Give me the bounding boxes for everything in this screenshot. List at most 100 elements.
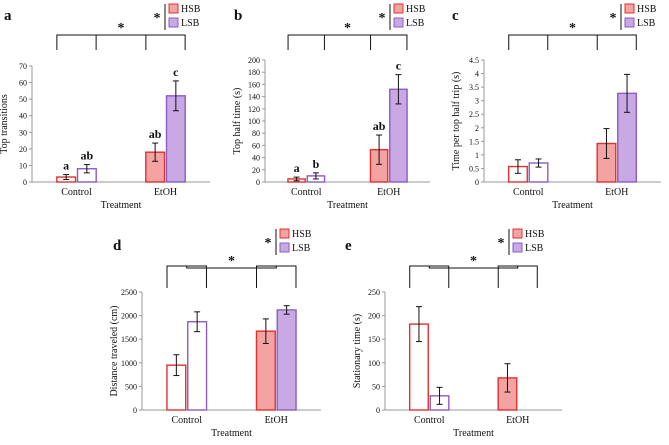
y-tick-label: 70 xyxy=(19,62,27,71)
category-label: Control xyxy=(291,187,322,198)
y-tick-label: 3 xyxy=(475,97,479,106)
y-tick-label: 2500 xyxy=(121,288,137,297)
legend-swatch-lsb xyxy=(624,17,635,28)
y-tick-label: 1500 xyxy=(121,335,137,344)
y-tick-label: 40 xyxy=(19,112,27,121)
y-tick-label: 4.5 xyxy=(469,56,479,65)
legend-swatch-lsb xyxy=(512,242,523,253)
y-tick-label: 500 xyxy=(125,382,137,391)
y-tick-label: 200 xyxy=(248,56,260,65)
category-label: Control xyxy=(414,415,445,426)
y-tick-label: 1.5 xyxy=(469,137,479,146)
y-tick-label: 2000 xyxy=(121,312,137,321)
x-axis-label: Treatment xyxy=(327,200,368,211)
legend-swatch-hsb xyxy=(168,3,179,14)
y-tick-label: 30 xyxy=(19,128,27,137)
y-tick-label: 40 xyxy=(252,154,260,163)
y-tick-label: 100 xyxy=(248,117,260,126)
group-bracket xyxy=(56,34,97,50)
y-tick-label: 250 xyxy=(368,288,380,297)
treatment-bracket xyxy=(186,266,277,269)
legend-significance-star: * xyxy=(610,11,617,26)
group-bracket xyxy=(287,34,325,50)
x-axis-label: Treatment xyxy=(211,428,252,439)
y-tick-label: 2.5 xyxy=(469,110,479,119)
y-tick-label: 50 xyxy=(372,382,380,391)
significance-letter: c xyxy=(396,59,402,73)
y-axis-label: Stationary time (s) xyxy=(352,314,363,388)
panel-label: d xyxy=(113,238,122,254)
group-bracket xyxy=(497,265,538,288)
category-label: Control xyxy=(61,187,92,198)
legend-swatch-lsb xyxy=(393,17,404,28)
treatment-bracket xyxy=(428,266,519,269)
y-tick-label: 140 xyxy=(248,93,260,102)
legend-swatch-hsb xyxy=(624,3,635,14)
legend-entry: HSB xyxy=(292,229,312,240)
category-label: Control xyxy=(513,187,544,198)
legend-swatch-lsb xyxy=(279,242,290,253)
bar-lsb-control xyxy=(187,321,208,411)
legend-swatch-hsb xyxy=(279,228,290,239)
y-tick-label: 4 xyxy=(475,70,479,79)
legend-entry: LSB xyxy=(637,18,656,29)
y-tick-label: 60 xyxy=(19,79,27,88)
y-tick-label: 0 xyxy=(133,406,137,415)
legend-entry: HSB xyxy=(406,4,426,15)
legend-swatch-lsb xyxy=(168,17,179,28)
y-tick-label: 50 xyxy=(19,95,27,104)
legend-entry: HSB xyxy=(637,4,657,15)
y-tick-label: 160 xyxy=(248,80,260,89)
y-tick-label: 0 xyxy=(376,406,380,415)
y-tick-label: 3.5 xyxy=(469,83,479,92)
treatment-significance-star: * xyxy=(344,21,351,36)
legend-entry: LSB xyxy=(181,18,200,29)
chart-panel-b: b 0 20 40 60 80 100 120 140 160 180 200 Top half tim… xyxy=(232,3,430,211)
y-tick-label: 0 xyxy=(256,178,260,187)
legend-entry: HSB xyxy=(181,4,201,15)
x-axis-label: Treatment xyxy=(101,200,142,211)
significance-letter: ab xyxy=(81,149,94,163)
y-tick-label: 1 xyxy=(475,151,479,160)
y-tick-label: 10 xyxy=(19,161,27,170)
legend-entry: HSB xyxy=(525,229,545,240)
category-label: EtOH xyxy=(605,187,628,198)
legend-significance-star: * xyxy=(154,11,161,26)
group-bracket xyxy=(256,265,297,288)
group-bracket xyxy=(596,34,637,50)
panel-label: c xyxy=(452,8,459,24)
group-bracket xyxy=(145,34,186,50)
y-axis-label: Time per top half trip (s) xyxy=(451,72,462,171)
treatment-significance-star: * xyxy=(228,254,235,269)
y-tick-label: 100 xyxy=(368,359,380,368)
x-axis-label: Treatment xyxy=(552,200,593,211)
y-tick-label: 0 xyxy=(23,178,27,187)
legend-significance-star: * xyxy=(379,11,386,26)
y-tick-label: 0.5 xyxy=(469,164,479,173)
group-bracket xyxy=(409,265,450,288)
y-tick-label: 120 xyxy=(248,105,260,114)
panel-label: e xyxy=(345,238,352,254)
significance-letter: b xyxy=(313,157,320,171)
y-tick-label: 80 xyxy=(252,129,260,138)
significance-letter: a xyxy=(63,159,69,173)
panel-label: b xyxy=(234,8,242,24)
legend-significance-star: * xyxy=(265,236,272,251)
legend-entry: LSB xyxy=(292,243,311,254)
significance-letter: ab xyxy=(149,127,162,141)
y-tick-label: 20 xyxy=(19,145,27,154)
y-tick-label: 150 xyxy=(368,335,380,344)
chart-panel-e: e 0 50 100 150 200 250 Stationary time (s) Contr… xyxy=(345,228,562,439)
x-axis-label: Treatment xyxy=(453,428,494,439)
category-label: EtOH xyxy=(506,415,529,426)
category-label: Control xyxy=(171,415,202,426)
treatment-significance-star: * xyxy=(569,21,576,36)
group-bracket xyxy=(370,34,408,50)
significance-letter: c xyxy=(173,65,179,79)
treatment-significance-star: * xyxy=(118,21,125,36)
y-axis-label: Distance traveled (cm) xyxy=(109,305,120,396)
group-bracket xyxy=(166,265,207,288)
y-tick-label: 200 xyxy=(368,312,380,321)
